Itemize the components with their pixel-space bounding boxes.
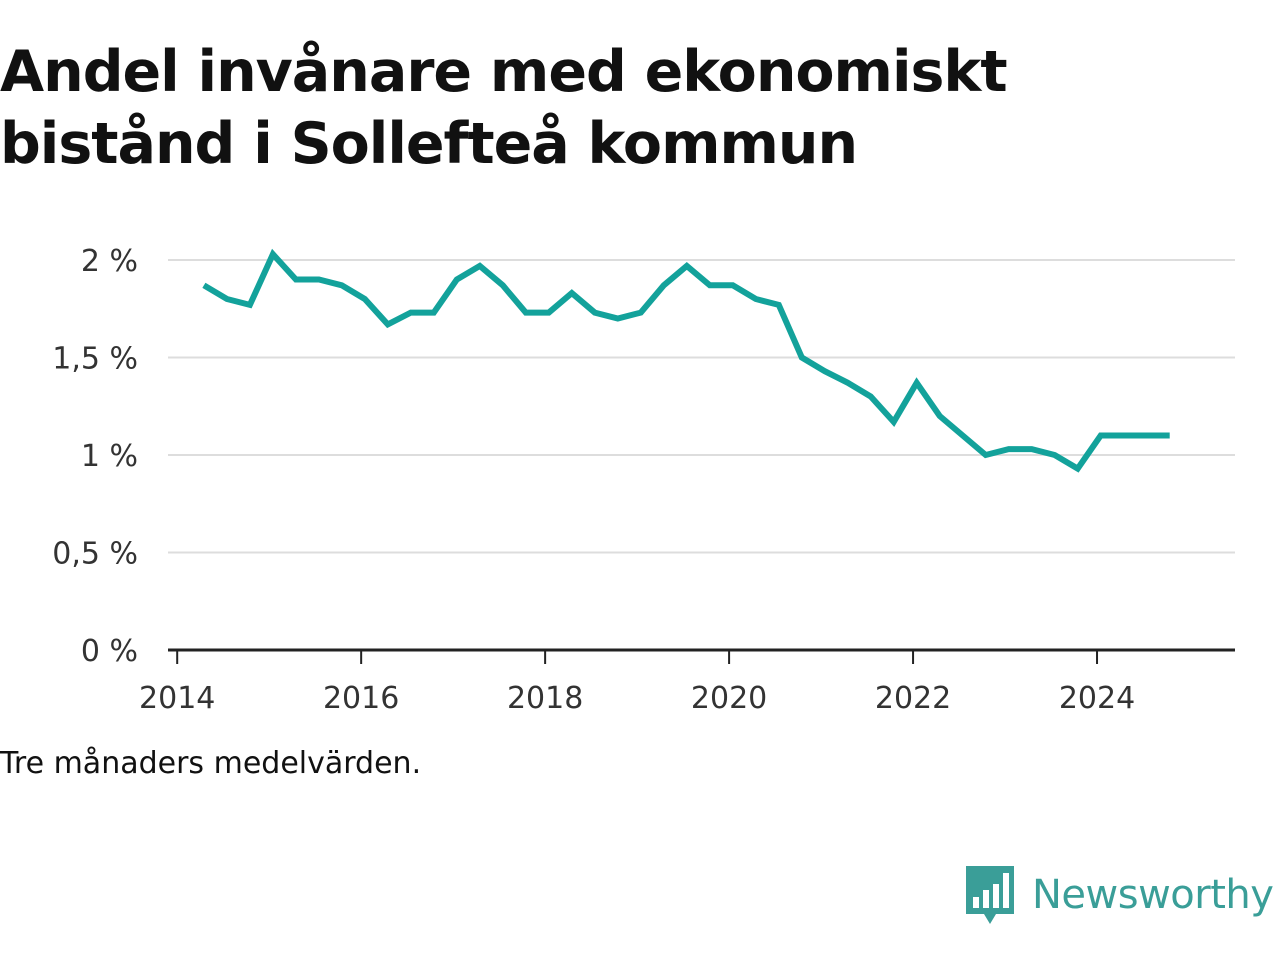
y-axis-ticks: 0 % 0,5 % 1 % 1,5 % 2 % bbox=[52, 244, 138, 669]
y-tick-label: 0,5 % bbox=[52, 537, 138, 572]
chart-note: Tre månaders medelvärden. bbox=[0, 746, 422, 781]
y-tick-label: 2 % bbox=[81, 244, 138, 279]
x-tick-label: 2014 bbox=[139, 681, 215, 716]
series-line bbox=[202, 248, 1170, 473]
y-tick-label: 1,5 % bbox=[52, 342, 138, 377]
x-axis: 2014 2016 2018 2020 2022 2024 bbox=[139, 648, 1235, 716]
chart-title: Andel invånare med ekonomiskt bistånd i … bbox=[0, 39, 1008, 177]
x-tick-label: 2016 bbox=[323, 681, 399, 716]
x-tick-label: 2018 bbox=[507, 681, 583, 716]
brand-logo: Newsworthy bbox=[964, 864, 1274, 926]
x-tick-label: 2024 bbox=[1059, 681, 1135, 716]
brand-name: Newsworthy bbox=[1032, 872, 1274, 918]
x-tick-label: 2022 bbox=[875, 681, 951, 716]
y-tick-label: 0 % bbox=[81, 634, 138, 669]
y-tick-label: 1 % bbox=[81, 439, 138, 474]
x-tick-label: 2020 bbox=[691, 681, 767, 716]
newsworthy-chart-logo-icon bbox=[966, 866, 1014, 924]
series-line-path bbox=[202, 248, 1170, 473]
gridlines bbox=[168, 259, 1235, 554]
